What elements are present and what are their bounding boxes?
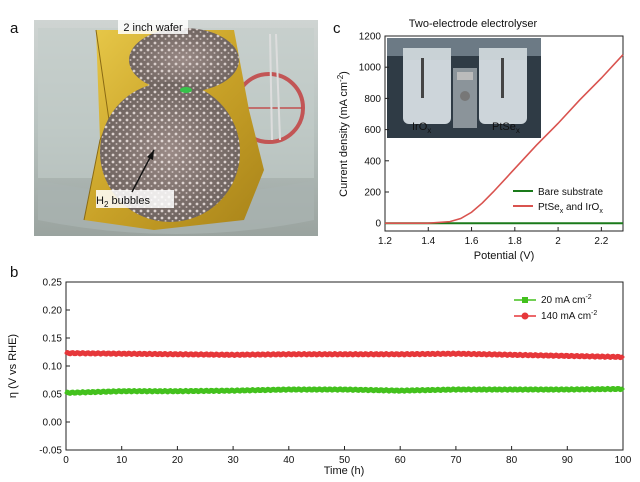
chart-b-ytick-label: -0.05: [39, 446, 62, 457]
stability-chart: 0 10 20 30 40 50 60 70 80 90 100 0.25 0.20 0.15 0.10 0.…: [7, 278, 632, 478]
chart-b-xtick-label: 20: [172, 455, 184, 466]
chart-c-xtick-label: 1.8: [508, 236, 522, 247]
chart-c-ytick-label: 600: [364, 125, 381, 136]
chart-b-point: [621, 387, 625, 391]
chart-b-point: [120, 352, 124, 356]
chart-b-point: [287, 388, 291, 392]
inset-ptse-label: PtSex: [492, 121, 520, 135]
chart-c-title: Two-electrode electrolyser: [409, 18, 538, 30]
chart-b-point: [231, 389, 235, 393]
chart-b-point: [287, 352, 291, 356]
chart-b-xtick-label: 50: [339, 455, 351, 466]
wafer-label: 2 inch wafer: [123, 22, 183, 34]
chart-c-xtick-label: 2: [555, 236, 561, 247]
chart-b-ytick-label: 0.25: [43, 278, 63, 289]
chart-b-point: [343, 388, 346, 392]
chart-b-point: [64, 351, 68, 355]
bubbles-label: H2 bubbles: [96, 195, 150, 209]
chart-c-xlabel: Potential (V): [474, 250, 535, 262]
panel-c-letter: c: [333, 20, 341, 37]
chart-b-point: [398, 352, 402, 356]
chart-b-point: [454, 388, 458, 392]
lsv-chart: Two-electrode electrolyser IrOx PtSex 1.…: [336, 18, 624, 262]
chart-b-point: [398, 389, 402, 393]
wafer-photo: 2 inch wafer H2 bubbles: [34, 20, 318, 236]
chart-c-ytick-label: 200: [364, 188, 381, 199]
inset-iro-label: IrOx: [412, 121, 431, 135]
chart-b-ytick-label: 0.05: [43, 390, 63, 401]
chart-b-xtick-label: 0: [63, 455, 69, 466]
legend-ptse-iro: PtSex and IrOx: [538, 202, 603, 215]
chart-b-xtick-label: 100: [615, 455, 632, 466]
chart-b-point: [454, 352, 458, 356]
chart-c-ytick-label: 800: [364, 94, 381, 105]
legend-20-ma: 20 mA cm-2: [541, 294, 592, 306]
chart-c-series-line: [385, 54, 624, 224]
electrolyser-inset-photo: IrOx PtSex: [387, 38, 541, 138]
chart-b-point: [510, 388, 514, 392]
chart-b-xtick-label: 60: [395, 455, 407, 466]
chart-b-point: [343, 352, 346, 356]
chart-b-point: [175, 389, 179, 393]
chart-c-ylabel: Current density (mA cm-2): [336, 71, 350, 197]
chart-b-point: [621, 355, 625, 359]
chart-b-ytick-label: 0.10: [43, 362, 63, 373]
chart-b-point: [510, 353, 514, 357]
chart-b-point: [175, 352, 179, 356]
chart-b-point: [120, 389, 124, 393]
chart-b-point: [64, 391, 68, 395]
chart-b-point: [565, 388, 569, 392]
chart-b-ytick-label: 0.20: [43, 306, 63, 317]
legend-140-ma: 140 mA cm-2: [541, 310, 597, 322]
panel-b-letter: b: [10, 264, 19, 281]
chart-b-xtick-label: 80: [506, 455, 518, 466]
chart-b-xlabel: Time (h): [324, 465, 365, 477]
chart-c-ytick-label: 400: [364, 156, 381, 167]
chart-b-point: [565, 354, 569, 358]
chart-c-ytick-label: 0: [375, 219, 381, 230]
panel-a-letter: a: [10, 20, 19, 37]
chart-b-xtick-label: 40: [283, 455, 295, 466]
chart-c-ytick-label: 1200: [359, 32, 382, 43]
chart-c-ytick-label: 1000: [359, 63, 382, 74]
chart-b-point: [231, 353, 235, 357]
chart-c-xtick-label: 1.2: [378, 236, 392, 247]
chart-c-xtick-label: 1.6: [465, 236, 479, 247]
chart-c-xtick-label: 2.2: [594, 236, 608, 247]
chart-b-ytick-label: 0.00: [43, 418, 63, 429]
chart-b-ytick-label: 0.15: [43, 334, 63, 345]
chart-b-xtick-label: 90: [562, 455, 574, 466]
chart-b-ylabel: η (V vs RHE): [7, 334, 19, 398]
chart-c-xtick-label: 1.4: [421, 236, 435, 247]
chart-b-xtick-label: 70: [450, 455, 462, 466]
legend-bare-substrate: Bare substrate: [538, 187, 603, 198]
chart-b-xtick-label: 30: [228, 455, 240, 466]
chart-b-xtick-label: 10: [116, 455, 128, 466]
